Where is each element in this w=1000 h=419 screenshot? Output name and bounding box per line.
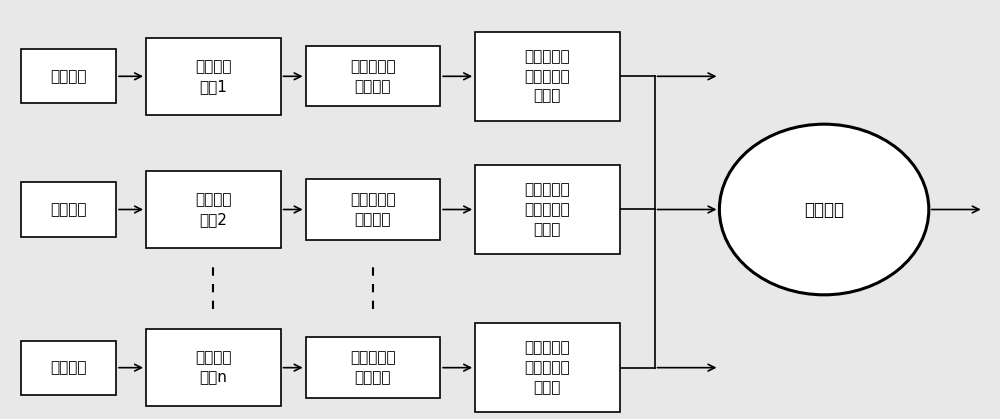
Text: 与观测平面
位置向量一
一对应: 与观测平面 位置向量一 一对应	[525, 49, 570, 103]
Text: 综合处理: 综合处理	[804, 201, 844, 218]
Text: 转换成当前
位置向量: 转换成当前 位置向量	[350, 350, 396, 385]
Text: 与观测平面
位置向量一
一对应: 与观测平面 位置向量一 一对应	[525, 182, 570, 237]
Bar	[21, 182, 116, 237]
Bar	[21, 49, 116, 103]
Text: 转换成当前
位置向量: 转换成当前 位置向量	[350, 59, 396, 94]
Bar	[146, 38, 281, 115]
Text: 阈値测试: 阈値测试	[50, 360, 87, 375]
Bar	[306, 179, 440, 240]
Bar	[475, 165, 620, 254]
Ellipse shape	[719, 124, 929, 295]
Text: 阈値测试: 阈値测试	[50, 202, 87, 217]
Bar	[306, 337, 440, 398]
Text: 阈値测试: 阈値测试	[50, 69, 87, 84]
Bar	[146, 329, 281, 406]
Bar	[306, 46, 440, 106]
Bar	[146, 171, 281, 248]
Bar	[475, 323, 620, 412]
Text: 压缩感知
恢复2: 压缩感知 恢复2	[195, 192, 232, 227]
Text: 压缩感知
恢复1: 压缩感知 恢复1	[195, 59, 232, 94]
Text: 转换成当前
位置向量: 转换成当前 位置向量	[350, 192, 396, 227]
Bar	[475, 31, 620, 121]
Text: 压缩感知
恢复n: 压缩感知 恢复n	[195, 350, 232, 385]
Bar	[21, 341, 116, 395]
Text: 与观测平面
位置向量一
一对应: 与观测平面 位置向量一 一对应	[525, 340, 570, 395]
